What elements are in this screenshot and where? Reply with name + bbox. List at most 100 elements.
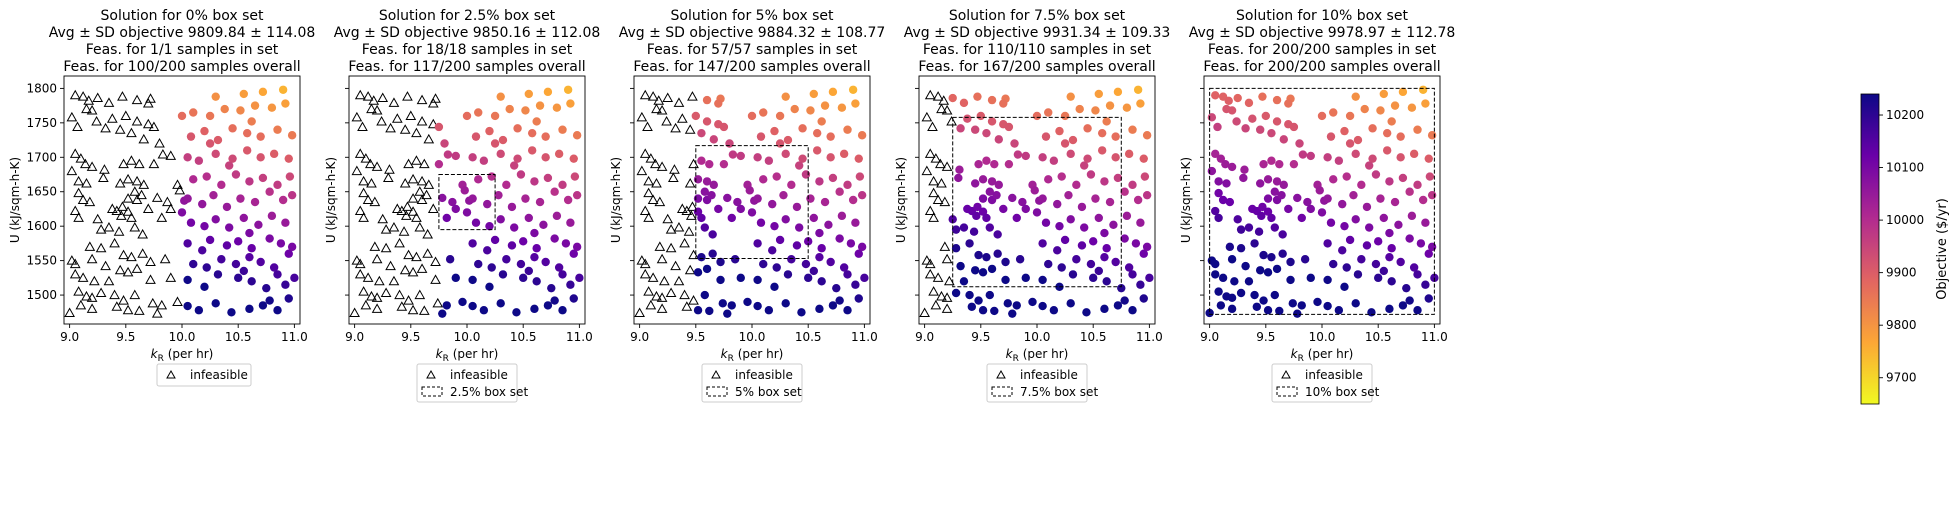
x-tick-label: 11.0 [281, 330, 308, 344]
infeasible-marker [651, 103, 662, 114]
feasible-point [955, 165, 964, 174]
feasible-point [569, 294, 578, 303]
infeasible-marker [684, 124, 696, 134]
subplot-title-line: Feas. for 167/200 samples overall [918, 59, 1155, 75]
infeasible-marker [69, 205, 81, 216]
feasible-point [1113, 173, 1123, 183]
infeasible-marker [97, 172, 109, 182]
infeasible-marker [941, 253, 953, 264]
y-tick-label: 1500 [26, 288, 57, 302]
legend: infeasible 7.5% box set [986, 363, 1098, 403]
feasible-point [1038, 153, 1047, 162]
x-tick-label: 9.5 [686, 330, 705, 344]
feasible-point [1131, 239, 1141, 248]
feasible-point [1086, 170, 1096, 179]
feasible-point [1239, 173, 1248, 183]
feasible-point [1102, 244, 1111, 253]
feasible-point [1057, 263, 1066, 272]
feasible-point [770, 282, 779, 291]
feasible-point [483, 246, 492, 255]
feasible-point [1267, 252, 1276, 262]
infeasible-marker [75, 299, 87, 310]
feasible-point [795, 223, 804, 232]
feasible-point [1012, 213, 1021, 223]
infeasible-marker [368, 95, 380, 105]
infeasible-marker [656, 303, 668, 313]
x-tick-label: 9.5 [116, 330, 135, 344]
feasible-point [1362, 241, 1372, 250]
x-tick-label: 11.0 [851, 330, 878, 344]
feasible-point [1413, 125, 1422, 134]
infeasible-marker [131, 263, 143, 273]
subplot-title-line: Feas. for 1/1 samples in set [86, 42, 279, 58]
feasible-point [1353, 135, 1363, 145]
feasible-point [806, 106, 815, 115]
feasible-point [1001, 257, 1010, 267]
colorbar-tick-label: 9700 [1886, 371, 1917, 385]
infeasible-marker [133, 305, 145, 315]
feasible-point [854, 294, 863, 303]
feasible-point [1293, 193, 1302, 203]
infeasible-marker [399, 177, 411, 188]
feasible-point [485, 221, 494, 231]
legend-label: 2.5% box set [450, 385, 528, 399]
feasible-point [541, 153, 550, 162]
infeasible-marker [117, 201, 128, 211]
feasible-point [247, 117, 256, 126]
feasible-point [756, 132, 766, 141]
feasible-point [572, 190, 582, 200]
feasible-point [693, 175, 703, 184]
feasible-point [550, 187, 559, 196]
feasible-point [1205, 308, 1214, 318]
feasible-point [479, 156, 489, 165]
feasible-point [1021, 151, 1030, 161]
infeasible-marker [402, 201, 413, 211]
feasible-point [558, 180, 567, 190]
infeasible-marker [943, 275, 955, 286]
feasible-point [1368, 154, 1377, 163]
feasible-point [183, 275, 192, 285]
subplot-title-line: Avg ± SD objective 9850.16 ± 112.08 [334, 25, 601, 41]
feasible-point [1425, 172, 1435, 181]
feasible-point [835, 234, 844, 243]
feasible-point [211, 149, 220, 159]
feasible-point [1340, 282, 1349, 291]
infeasible-marker [418, 158, 430, 169]
feasible-point [1357, 255, 1366, 264]
infeasible-marker [653, 95, 665, 105]
feasible-point [474, 108, 483, 117]
subplot-title-line: Solution for 0% box set [101, 8, 265, 24]
infeasible-marker [941, 161, 953, 171]
x-tick-label: 10.5 [795, 330, 822, 344]
feasible-point [471, 218, 481, 227]
feasible-point [1289, 122, 1299, 132]
legend-infeasible-marker [166, 369, 176, 379]
feasible-point [1259, 250, 1268, 260]
infeasible-marker [634, 307, 645, 317]
legend-infeasible-marker [1281, 369, 1291, 379]
infeasible-marker [114, 124, 126, 134]
infeasible-marker [932, 272, 944, 282]
y-tick-label: 1750 [26, 116, 57, 130]
infeasible-marker [114, 177, 126, 188]
feasible-point [1227, 162, 1237, 172]
infeasible-marker [369, 241, 381, 251]
feasible-point [1057, 172, 1066, 181]
feasible-point [1113, 87, 1123, 97]
feasible-point [1306, 273, 1315, 283]
feasible-point [256, 153, 265, 162]
feasible-point [1083, 124, 1092, 133]
feasible-point [803, 237, 813, 246]
infeasible-marker [645, 299, 657, 310]
infeasible-marker [165, 272, 177, 282]
feasible-point [518, 237, 528, 246]
feasible-point [245, 177, 254, 186]
feasible-point [714, 204, 723, 214]
feasible-point [1279, 180, 1288, 190]
infeasible-marker [411, 155, 422, 165]
feasible-point [1293, 309, 1302, 318]
infeasible-marker [106, 203, 118, 213]
feasible-point [575, 273, 584, 283]
feasible-point [471, 132, 481, 141]
